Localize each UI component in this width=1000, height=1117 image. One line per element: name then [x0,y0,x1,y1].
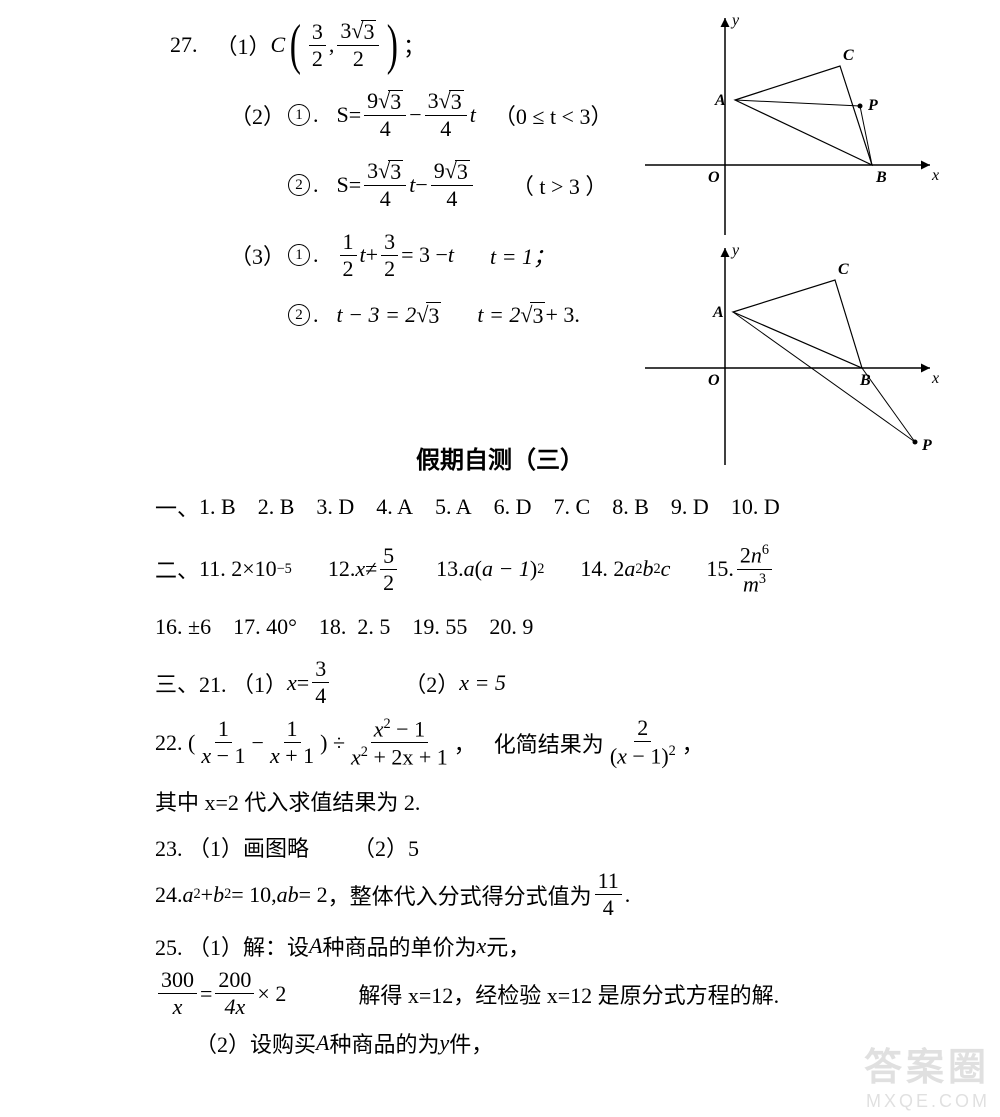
p1-label: （1） [216,29,271,61]
svg-text:A: A [712,304,724,321]
lparen: ( [290,17,301,73]
s1-item: 4. A [376,494,413,519]
svg-text:C: C [838,261,849,278]
q25-eq: 300x = 2004x × 2 解得 x=12，经检验 x=12 是原分式方程… [155,966,940,1021]
svg-text:C: C [843,47,854,64]
svg-text:O: O [708,169,720,186]
s1-item: 2. B [258,494,295,519]
p1-c: C [271,32,286,58]
q24: 24. a2 + b2 = 10, ab = 2 ， 整体代入分式得分式值为 1… [155,867,940,922]
section-2-line1: 二、 11. 2×10−5 12. x ≠ 52 13. a(a − 1)2 1… [155,539,940,599]
s1-item: 9. D [671,494,709,519]
svg-text:A: A [714,92,726,109]
svg-text:P: P [921,437,932,454]
s1-item: 6. D [494,494,532,519]
rparen: ) [387,17,398,73]
svg-text:B: B [875,169,887,186]
s1-item: 10. D [731,494,780,519]
circ-1: 1 [288,104,310,126]
q22-line2: 其中 x=2 代入求值结果为 2. [155,781,940,821]
q23: 23. （1）画图略 （2）5 [155,827,940,867]
svg-text:B: B [859,372,871,389]
q21: 三、 21. （1） x = 34 （2） x = 5 [155,655,940,710]
svg-text:x: x [931,167,939,184]
svg-text:O: O [708,372,720,389]
graph-1: y x O A B C P [640,10,950,240]
s1-items: 1. B 2. B 3. D 4. A 5. A 6. D 7. C 8. B 9. D 10. … [199,494,802,520]
q27-num: 27. [170,32,198,58]
graph-2: y x O A B C P [640,240,950,470]
page-content: 27. （1） C ( 3 2 , 3√3 2 ) ； （2） 1 . S= 9… [0,10,1000,1063]
s1-item: 7. C [554,494,591,519]
p1-frac2: 3√3 2 [337,20,379,70]
section-1: 一、 1. B2. B3. D4. A5. A6. D7. C8. B9. D1… [155,487,940,527]
s1-item: 8. B [612,494,649,519]
s1-item: 5. A [435,494,472,519]
svg-text:P: P [867,97,878,114]
circ-2: 2 [288,174,310,196]
svg-text:x: x [931,370,939,387]
svg-text:y: y [730,242,740,259]
svg-text:y: y [730,12,740,29]
q25-line3: （2）设购买 A 种商品的为 y 件， [195,1023,940,1063]
q22: 22. ( 1x − 1 − 1x + 1 ) ÷ x2 − 1x2 + 2x … [155,710,940,775]
q25-line1: 25. （1）解：设 A 种商品的单价为 x 元， [155,926,940,966]
s1-item: 3. D [316,494,354,519]
section-2-line2: 16. ±6 17. 40° 18. 2. 5 19. 55 20. 9 [155,607,940,647]
s1-item: 1. B [199,494,236,519]
p1-frac1: 3 2 [309,21,326,70]
